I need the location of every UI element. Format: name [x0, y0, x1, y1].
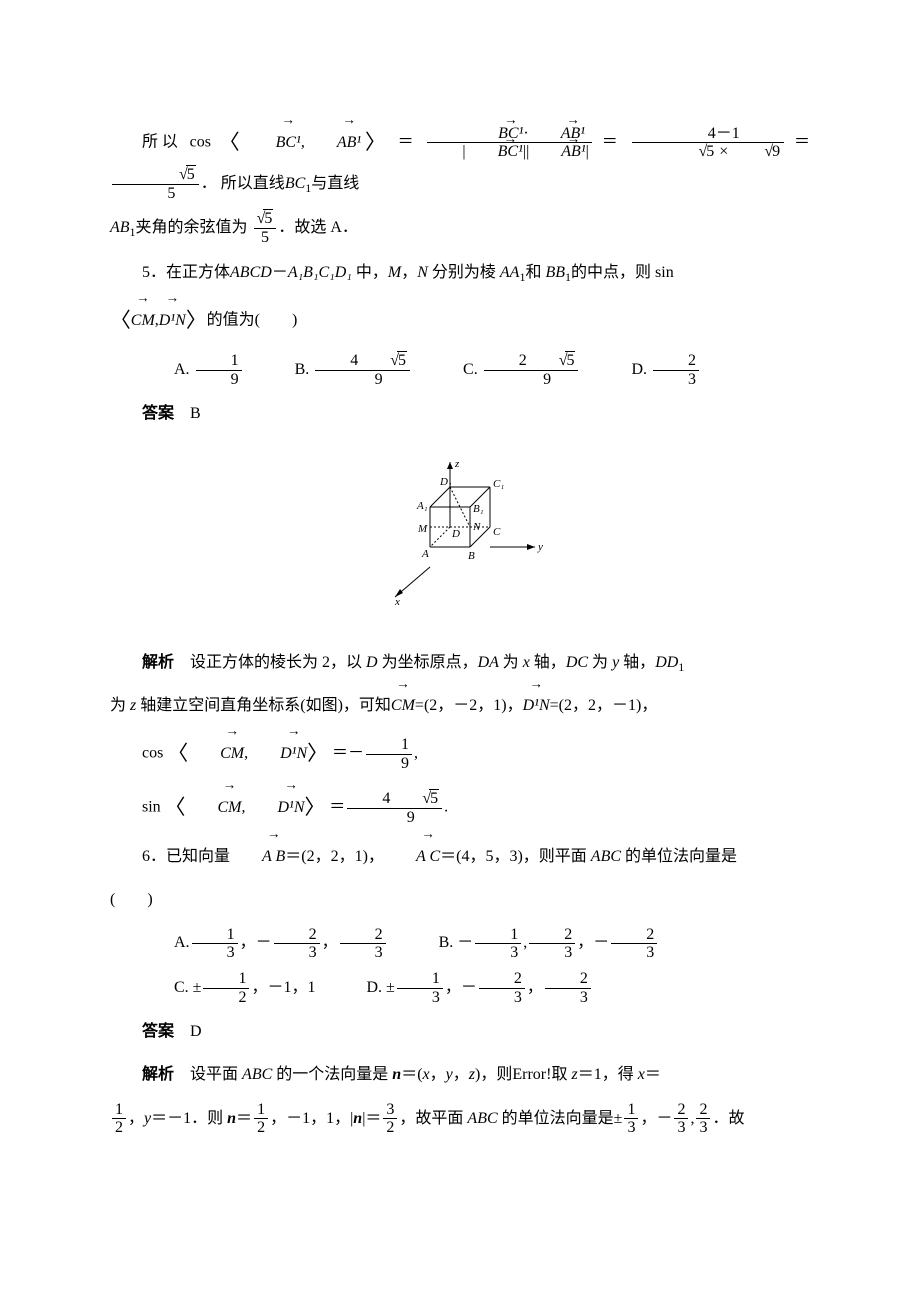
- choice-c: C. ±12，－1，1: [142, 970, 315, 1006]
- svg-text:B: B: [468, 550, 475, 562]
- svg-text:B₁: B₁: [473, 503, 484, 515]
- cube-svg: D₁ C₁ A₁ B₁ M N D C A B x y z: [370, 457, 550, 607]
- choice-b: B. 459: [263, 352, 412, 388]
- solution-line-2: AB1夹角的余弦值为 5 5 ．故选 A．: [110, 210, 810, 246]
- question-6: 6．已知向量A B＝(2，2，1)，A C＝(4，5，3)，则平面 ABC 的单…: [110, 839, 810, 874]
- solution-5-p1: 解析 设正方体的棱长为 2，以 D 为坐标原点，DA 为 x 轴，DC 为 y …: [110, 645, 810, 681]
- choice-a: A. 19: [142, 352, 244, 388]
- fraction: BC¹·AB¹ |BC¹||AB¹|: [427, 125, 591, 161]
- text: 所以 cos: [142, 134, 219, 151]
- question-5-choices: A. 19 B. 459 C. 259 D. 23: [110, 352, 810, 388]
- svg-text:D: D: [451, 528, 460, 540]
- svg-text:A: A: [421, 548, 429, 560]
- solution-line-1: 所以 cos 〈BC¹,AB¹〉 ＝ BC¹·AB¹ |BC¹||AB¹| ＝ …: [110, 120, 810, 202]
- solution-6-p1: 解析 设平面 ABC 的一个法向量是 n＝(x，y，z)，则Error!取 z＝…: [110, 1057, 810, 1092]
- svg-text:N: N: [472, 521, 481, 533]
- choice-d: D. ±13，－23，23: [334, 970, 592, 1006]
- answer-5: 答案 B: [110, 396, 810, 431]
- svg-text:A₁: A₁: [416, 500, 428, 512]
- solution-5-sin: sin 〈CM,D¹N〉 ＝459.: [110, 785, 810, 831]
- svg-text:y: y: [537, 541, 543, 553]
- solution-6-p2: 12，y＝－1．则 n＝12，－1，1，|n|＝32，故平面 ABC 的单位法向…: [110, 1101, 810, 1137]
- choice-a: A.13，－23，23: [142, 925, 388, 961]
- question-6-choices-row1: A.13，－23，23 B. －13,23，－23: [110, 925, 810, 961]
- cube-figure: D₁ C₁ A₁ B₁ M N D C A B x y z: [110, 457, 810, 620]
- vec: AB¹: [305, 125, 361, 160]
- svg-text:C₁: C₁: [493, 478, 504, 490]
- svg-text:C: C: [493, 526, 501, 538]
- question-5-line2: 〈CM,D¹N〉的值为( ): [110, 298, 810, 344]
- svg-text:x: x: [394, 596, 400, 607]
- choice-d: D. 23: [599, 352, 701, 388]
- question-6-paren: ( ): [110, 882, 810, 917]
- question-6-choices-row2: C. ±12，－1，1 D. ±13，－23，23: [110, 970, 810, 1006]
- svg-text:M: M: [417, 523, 428, 535]
- vec: BC¹: [244, 125, 301, 160]
- choice-c: C. 259: [431, 352, 580, 388]
- choice-b: B. －13,23，－23: [407, 925, 660, 961]
- solution-5-p2: 为 z 轴建立空间直角坐标系(如图)，可知CM=(2，－2，1)，D¹N=(2，…: [110, 688, 810, 723]
- svg-text:z: z: [454, 458, 460, 470]
- answer-6: 答案 D: [110, 1014, 810, 1049]
- svg-text:D₁: D₁: [439, 476, 452, 488]
- question-5: 5．在正方体ABCD－A₁B₁C₁D₁ 中，M，N 分别为棱 AA1和 BB1的…: [110, 255, 810, 291]
- solution-5-cos: cos 〈CM,D¹N〉 ＝－19,: [110, 731, 810, 777]
